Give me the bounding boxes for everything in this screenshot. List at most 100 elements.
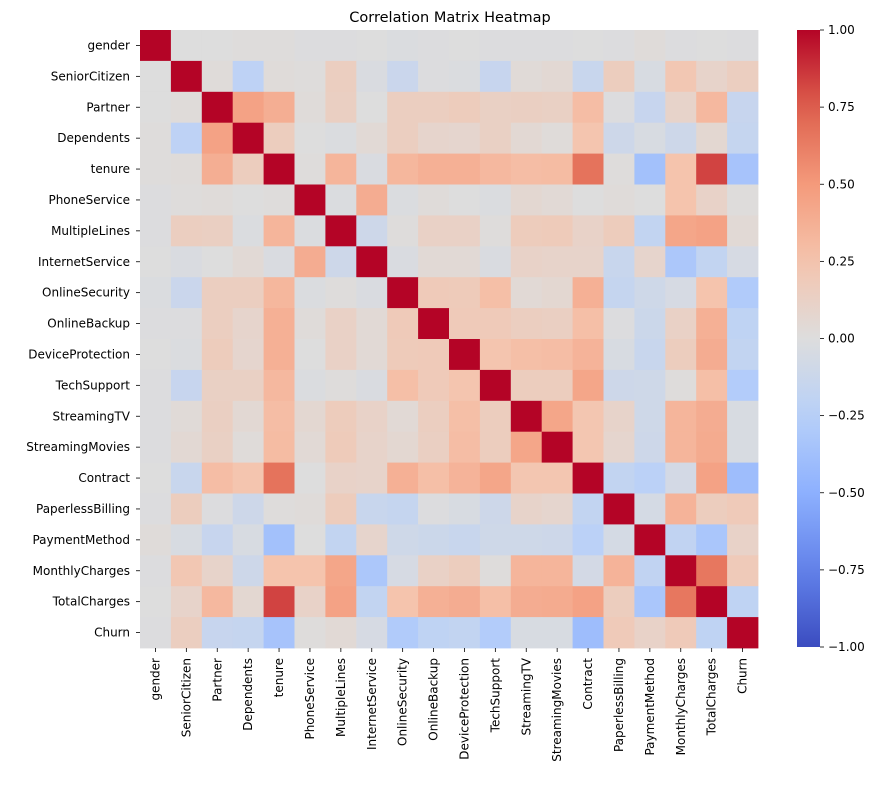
- heatmap-cell-MultipleLines-tenure: [263, 215, 295, 247]
- heatmap-cell-SeniorCitizen-DeviceProtection: [449, 60, 481, 93]
- heatmap-cell-gender-OnlineBackup: [418, 30, 450, 62]
- heatmap-cell-TechSupport-MonthlyCharges: [665, 369, 697, 402]
- heatmap-cell-OnlineBackup-Churn: [727, 308, 759, 340]
- heatmap-cell-PaperlessBilling-StreamingMovies: [541, 493, 573, 525]
- heatmap-cell-MultipleLines-TotalCharges: [696, 215, 728, 247]
- heatmap-cell-StreamingTV-PhoneService: [294, 400, 326, 433]
- heatmap-cell-Partner-DeviceProtection: [449, 91, 481, 124]
- heatmap-cell-gender-Dependents: [232, 30, 264, 62]
- heatmap-cell-PaperlessBilling-TotalCharges: [696, 493, 728, 525]
- heatmap-cell-DeviceProtection-TotalCharges: [696, 339, 728, 371]
- heatmap-cell-TechSupport-Partner: [201, 369, 234, 402]
- heatmap-cell-PaymentMethod-StreamingTV: [510, 524, 543, 556]
- heatmap-cell-TotalCharges-Contract: [572, 586, 604, 618]
- heatmap-cell-PaymentMethod-TechSupport: [479, 524, 512, 556]
- heatmap-cell-InternetService-Churn: [727, 246, 759, 278]
- heatmap-cell-TotalCharges-tenure: [263, 586, 295, 618]
- heatmap-cell-tenure-Partner: [201, 153, 234, 185]
- heatmap-cell-PhoneService-Churn: [727, 184, 759, 216]
- x-tick-label: gender: [148, 658, 162, 701]
- heatmap-cell-OnlineSecurity-SeniorCitizen: [170, 277, 203, 309]
- heatmap-cell-Contract-Partner: [201, 462, 234, 494]
- heatmap-cell-PaymentMethod-SeniorCitizen: [170, 524, 203, 556]
- heatmap-cell-MultipleLines-Churn: [727, 215, 759, 247]
- heatmap-cell-OnlineBackup-Partner: [201, 308, 234, 340]
- heatmap-cell-Contract-PaymentMethod: [634, 462, 666, 494]
- heatmap-cell-InternetService-gender: [140, 246, 172, 278]
- y-tick-label: TotalCharges: [52, 595, 130, 609]
- heatmap-cell-StreamingMovies-OnlineSecurity: [387, 431, 419, 463]
- heatmap-cell-SeniorCitizen-SeniorCitizen: [170, 60, 203, 93]
- heatmap-cell-TotalCharges-StreamingMovies: [541, 586, 573, 618]
- heatmap-cell-StreamingMovies-StreamingTV: [510, 431, 543, 463]
- heatmap-cell-StreamingTV-StreamingTV: [510, 400, 543, 433]
- y-tick-label: PhoneService: [48, 193, 130, 207]
- heatmap-cell-Churn-Churn: [727, 617, 759, 649]
- heatmap-cell-TotalCharges-TechSupport: [479, 586, 512, 618]
- x-tick-label: MonthlyCharges: [674, 658, 688, 755]
- heatmap-cell-SeniorCitizen-Contract: [572, 60, 604, 93]
- heatmap-cell-Partner-PaperlessBilling: [603, 91, 635, 124]
- heatmap-cell-Churn-OnlineBackup: [418, 617, 450, 649]
- heatmap-cell-tenure-Dependents: [232, 153, 264, 185]
- heatmap-cell-Dependents-gender: [140, 122, 172, 154]
- heatmap-cell-SeniorCitizen-PhoneService: [294, 60, 326, 93]
- heatmap-cell-TotalCharges-MultipleLines: [325, 586, 357, 618]
- heatmap-cell-StreamingTV-gender: [140, 400, 172, 433]
- heatmap-cell-Churn-Contract: [572, 617, 604, 649]
- heatmap-cell-Churn-MultipleLines: [325, 617, 357, 649]
- heatmap-cell-Partner-Partner: [201, 91, 234, 124]
- heatmap-cell-DeviceProtection-MonthlyCharges: [665, 339, 697, 371]
- heatmap-cell-StreamingMovies-InternetService: [356, 431, 388, 463]
- heatmap-cell-PhoneService-TechSupport: [479, 184, 512, 216]
- heatmap-cell-tenure-gender: [140, 153, 172, 185]
- heatmap-cell-OnlineSecurity-Churn: [727, 277, 759, 309]
- heatmap-cell-PhoneService-MonthlyCharges: [665, 184, 697, 216]
- heatmap-cell-StreamingTV-OnlineSecurity: [387, 400, 419, 433]
- heatmap-cell-OnlineBackup-DeviceProtection: [449, 308, 481, 340]
- colorbar-tick-label: 1.00: [828, 23, 855, 37]
- heatmap-cell-OnlineBackup-PaymentMethod: [634, 308, 666, 340]
- heatmap-cell-Dependents-tenure: [263, 122, 295, 154]
- heatmap-cell-MonthlyCharges-StreamingTV: [510, 555, 543, 587]
- heatmap-cell-gender-Contract: [572, 30, 604, 62]
- heatmap-cell-TechSupport-StreamingMovies: [541, 369, 573, 402]
- heatmap-cell-DeviceProtection-SeniorCitizen: [170, 339, 203, 371]
- heatmap-cell-OnlineSecurity-tenure: [263, 277, 295, 309]
- heatmap-cell-DeviceProtection-Dependents: [232, 339, 264, 371]
- heatmap-cell-InternetService-StreamingMovies: [541, 246, 573, 278]
- heatmap-cell-gender-PhoneService: [294, 30, 326, 62]
- heatmap-cell-PaperlessBilling-tenure: [263, 493, 295, 525]
- heatmap-cell-PaymentMethod-PhoneService: [294, 524, 326, 556]
- heatmap-cell-DeviceProtection-PaymentMethod: [634, 339, 666, 371]
- heatmap-cell-InternetService-SeniorCitizen: [170, 246, 203, 278]
- heatmap-cell-MultipleLines-DeviceProtection: [449, 215, 481, 247]
- heatmap-cell-tenure-Churn: [727, 153, 759, 185]
- heatmap-cell-PaymentMethod-MultipleLines: [325, 524, 357, 556]
- heatmap-cell-Dependents-MonthlyCharges: [665, 122, 697, 154]
- heatmap-cell-Contract-TechSupport: [479, 462, 512, 494]
- heatmap-cell-StreamingMovies-SeniorCitizen: [170, 431, 203, 463]
- heatmap-cell-MultipleLines-PaperlessBilling: [603, 215, 635, 247]
- heatmap-cell-MonthlyCharges-StreamingMovies: [541, 555, 573, 587]
- x-tick-label: PhoneService: [303, 658, 317, 740]
- heatmap-cell-SeniorCitizen-Partner: [201, 60, 234, 93]
- heatmap-cell-Dependents-OnlineBackup: [418, 122, 450, 154]
- heatmap-cell-gender-Churn: [727, 30, 759, 62]
- heatmap-cell-Dependents-Churn: [727, 122, 759, 154]
- heatmap-cell-Dependents-Dependents: [232, 122, 264, 154]
- heatmap-cell-InternetService-tenure: [263, 246, 295, 278]
- heatmap-cell-PaperlessBilling-OnlineSecurity: [387, 493, 419, 525]
- y-tick-label: OnlineSecurity: [42, 286, 130, 300]
- heatmap-cell-PhoneService-OnlineSecurity: [387, 184, 419, 216]
- heatmap-cell-Churn-Partner: [201, 617, 234, 649]
- heatmap-cell-Contract-PaperlessBilling: [603, 462, 635, 494]
- y-tick-label: StreamingTV: [52, 409, 130, 423]
- heatmap-cell-TechSupport-Dependents: [232, 369, 264, 402]
- heatmap-cell-DeviceProtection-PhoneService: [294, 339, 326, 371]
- heatmap-cell-StreamingTV-PaperlessBilling: [603, 400, 635, 433]
- heatmap-cell-PhoneService-Contract: [572, 184, 604, 216]
- heatmap-cell-TechSupport-OnlineBackup: [418, 369, 450, 402]
- colorbar-tick-label: 0.50: [828, 177, 855, 191]
